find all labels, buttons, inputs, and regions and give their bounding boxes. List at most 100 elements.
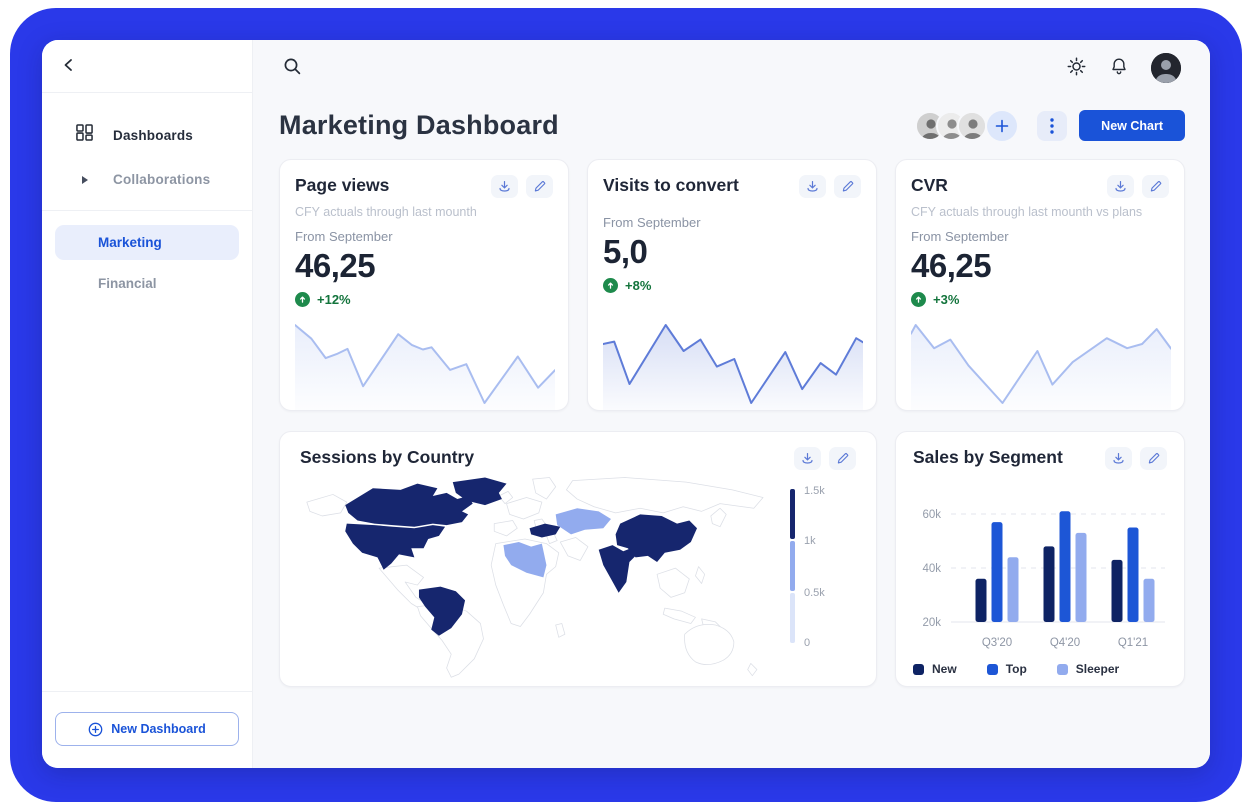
collapse-sidebar-button[interactable]: [62, 58, 76, 75]
card-period: From September: [911, 229, 1009, 244]
arrow-up-icon: [295, 292, 310, 307]
map-legend: 1.5k 1k 0.5k 0: [790, 485, 840, 649]
delta-badge: +12%: [295, 292, 553, 307]
card-value: 5,0: [603, 233, 648, 270]
sidebar-item-collaborations[interactable]: Collaborations: [42, 159, 252, 200]
download-icon: [1112, 452, 1125, 465]
bell-icon: [1109, 56, 1129, 80]
edit-button[interactable]: [526, 175, 553, 198]
card-title: Sales by Segment: [913, 447, 1063, 467]
sidebar-item-dashboards[interactable]: Dashboards: [42, 111, 252, 159]
legend-label: New: [932, 662, 957, 676]
arrow-up-icon: [911, 292, 926, 307]
download-icon: [801, 452, 814, 465]
arrow-up-icon: [603, 278, 618, 293]
delta-value: +12%: [317, 292, 351, 307]
edit-button[interactable]: [829, 447, 856, 470]
search-icon: [283, 57, 302, 79]
main-area: Marketing Dashboard: [253, 40, 1210, 768]
pencil-icon: [533, 180, 546, 193]
bar-chart-legend: New Top Sleeper: [913, 662, 1167, 676]
sales-by-segment-card: Sales by Segment 20k 40k 60k Q3'20 Q4'20 Q1'2…: [895, 431, 1185, 687]
legend-swatch-top: [986, 663, 998, 675]
topbar-actions: [1066, 53, 1181, 83]
more-options-button[interactable]: [1037, 110, 1068, 141]
collaborator-avatar[interactable]: [957, 110, 988, 141]
download-button[interactable]: [794, 447, 821, 470]
sidebar-item-label: Dashboards: [113, 127, 194, 143]
search-button[interactable]: [283, 57, 302, 79]
card-title: Visits to convert: [603, 175, 739, 195]
sessions-by-country-card: Sessions by Country: [279, 431, 877, 687]
legend-swatch-sleeper: [1056, 663, 1068, 675]
legend-tick: 1.5k: [804, 485, 825, 497]
page-header-actions: New Chart: [915, 110, 1185, 141]
new-dashboard-button[interactable]: New Dashboard: [55, 712, 239, 746]
edit-button[interactable]: [1142, 175, 1169, 198]
sparkline-chart: [295, 324, 555, 410]
topbar: [253, 40, 1210, 96]
edit-button[interactable]: [1140, 447, 1167, 470]
delta-value: +3%: [933, 292, 960, 307]
add-collaborator-button[interactable]: [987, 110, 1018, 141]
card-title: CVR: [911, 175, 948, 195]
sidebar-item-financial[interactable]: Financial: [98, 276, 157, 291]
sidebar-item-marketing[interactable]: Marketing: [55, 225, 239, 260]
stat-cards-row: Page views CFY actuals through last moun…: [279, 159, 1185, 411]
gear-icon: [1066, 56, 1087, 80]
svg-text:60k: 60k: [922, 509, 941, 521]
edit-button[interactable]: [834, 175, 861, 198]
new-dashboard-label: New Dashboard: [111, 722, 206, 736]
pencil-icon: [841, 180, 854, 193]
world-map: [306, 477, 764, 678]
card-value: 46,25: [295, 247, 376, 284]
legend-segment-medium: [790, 541, 795, 591]
pencil-icon: [1149, 180, 1162, 193]
delta-badge: +8%: [603, 278, 861, 293]
legend-item: Top: [986, 662, 1027, 676]
legend-segment-high: [790, 489, 795, 539]
legend-tick: 0.5k: [804, 587, 825, 599]
dashboards-grid-icon: [76, 124, 93, 146]
sidebar-item-label: Collaborations: [113, 172, 211, 187]
circled-plus-icon: [88, 722, 103, 737]
delta-badge: +3%: [911, 292, 1169, 307]
legend-label: Top: [1005, 662, 1027, 676]
kebab-menu-icon: [1050, 117, 1054, 134]
notifications-button[interactable]: [1109, 56, 1129, 80]
stat-card-page-views: Page views CFY actuals through last moun…: [279, 159, 569, 411]
chevron-left-icon: [62, 58, 76, 75]
sidebar: Dashboards Collaborations Marketing Fina…: [42, 40, 253, 768]
card-period: From September: [295, 229, 393, 244]
sidebar-divider: [42, 210, 252, 211]
svg-text:20k: 20k: [922, 617, 941, 629]
pencil-icon: [836, 452, 849, 465]
new-chart-button[interactable]: New Chart: [1079, 110, 1185, 141]
plus-icon: [995, 119, 1009, 133]
sidebar-nav: Dashboards Collaborations: [42, 93, 252, 210]
svg-text:Q1'21: Q1'21: [1118, 637, 1148, 649]
download-icon: [1114, 180, 1127, 193]
user-avatar[interactable]: [1151, 53, 1181, 83]
legend-item: Sleeper: [1056, 662, 1120, 676]
triangle-right-icon: [76, 175, 93, 185]
legend-label: Sleeper: [1075, 662, 1120, 676]
bottom-cards-row: Sessions by Country: [279, 431, 1185, 687]
download-button[interactable]: [491, 175, 518, 198]
download-button[interactable]: [1107, 175, 1134, 198]
svg-text:Q4'20: Q4'20: [1050, 637, 1080, 649]
settings-button[interactable]: [1066, 56, 1087, 80]
legend-tick: 1k: [804, 535, 816, 547]
stat-card-visits-to-convert: Visits to convert From September 5,0 +8%: [587, 159, 877, 411]
download-icon: [806, 180, 819, 193]
card-subtitle: CFY actuals through last mounth vs plans: [911, 205, 1143, 219]
app-window: Dashboards Collaborations Marketing Fina…: [42, 40, 1210, 768]
sidebar-header: [42, 40, 252, 93]
download-button[interactable]: [1105, 447, 1132, 470]
download-button[interactable]: [799, 175, 826, 198]
svg-text:Q3'20: Q3'20: [982, 637, 1012, 649]
bar-chart: 20k 40k 60k Q3'20 Q4'20 Q1'21: [922, 509, 1165, 649]
legend-item: New: [913, 662, 957, 676]
page-title: Marketing Dashboard: [279, 110, 559, 140]
stat-card-cvr: CVR CFY actuals through last mounth vs p…: [895, 159, 1185, 411]
